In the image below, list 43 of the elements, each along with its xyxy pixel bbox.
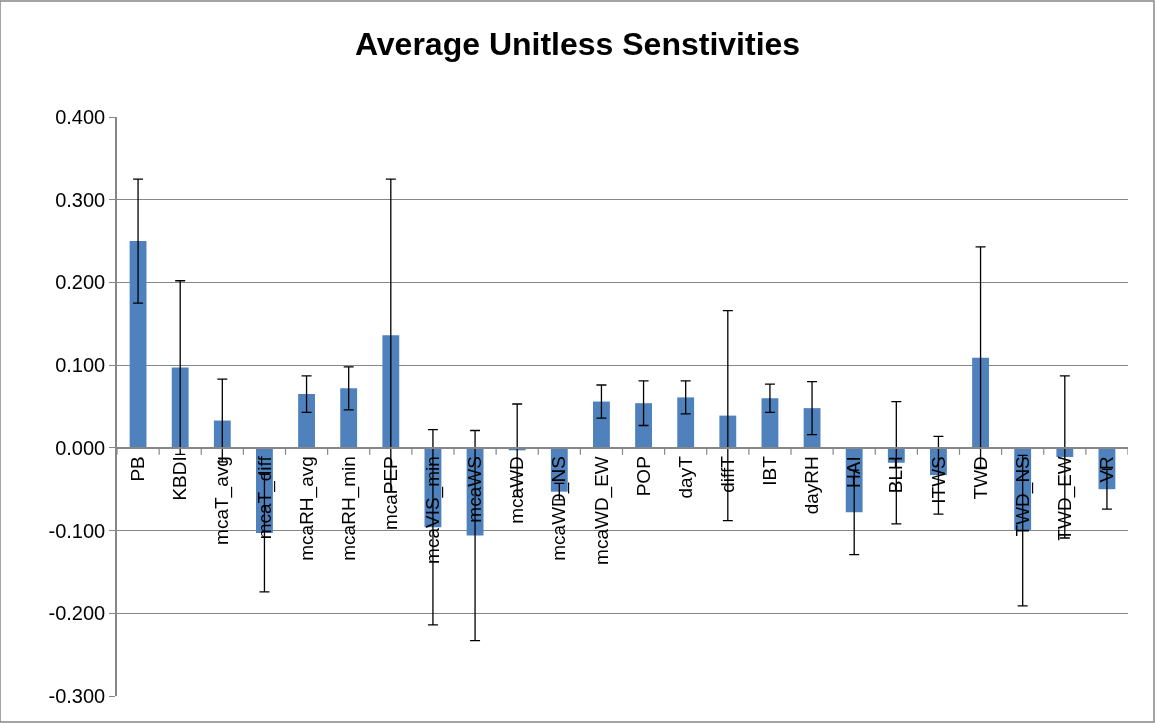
x-tick-label: diffT — [716, 455, 738, 493]
bar — [298, 394, 315, 448]
y-tick-label: 0.400 — [55, 106, 106, 128]
x-tick-label: KBDI — [169, 456, 191, 501]
x-tick-label: mcaPEP — [379, 456, 401, 531]
bar — [213, 420, 231, 448]
y-tick-label: 0.000 — [55, 436, 106, 459]
x-tick-label: mcaVIS_min — [422, 456, 445, 564]
x-tick-label: IBT — [759, 455, 781, 486]
x-tick-label: TWD — [969, 456, 991, 500]
x-tick-label: mcaT_diff — [253, 455, 276, 540]
y-tick-label: -0.200 — [48, 602, 106, 625]
x-tick-label: VR — [1096, 456, 1118, 483]
y-tick-label: -0.300 — [48, 685, 106, 707]
bar — [635, 403, 652, 448]
y-tick-label: 0.100 — [55, 354, 106, 377]
bar — [677, 397, 695, 448]
x-tick-label: mcaWD_NS — [548, 456, 571, 561]
x-tick-label: dayRH — [801, 456, 823, 515]
bar — [171, 367, 189, 448]
x-tick-label: mcaT_avg — [211, 456, 234, 545]
bar — [129, 241, 147, 448]
x-tick-label: POP — [632, 456, 654, 497]
y-tick-label: 0.200 — [55, 271, 106, 294]
x-tick-label: mcaWD — [506, 456, 528, 524]
y-tick-label: 0.300 — [55, 188, 106, 211]
y-tick-label: -0.100 — [48, 519, 106, 542]
bar — [382, 335, 400, 448]
chart-title: Average Unitless Senstivities — [354, 25, 801, 62]
bar — [340, 388, 358, 448]
bar — [719, 415, 737, 448]
x-tick-label: TWD_NS — [1011, 456, 1034, 537]
x-tick-label: mcaRH_avg — [295, 456, 318, 561]
x-tick-label: mcaWD_EW — [590, 456, 613, 565]
x-tick-label: BLH — [885, 456, 907, 494]
bar — [593, 401, 610, 448]
x-tick-label: HAI — [843, 456, 865, 488]
x-tick-label: dayT — [674, 455, 696, 499]
x-tick-label: mcaWS — [464, 456, 486, 523]
x-tick-label: mcaRH_min — [337, 456, 360, 561]
x-tick-label: TWD_EW — [1053, 456, 1076, 541]
bar — [972, 357, 989, 448]
x-tick-label: PB — [127, 456, 149, 482]
